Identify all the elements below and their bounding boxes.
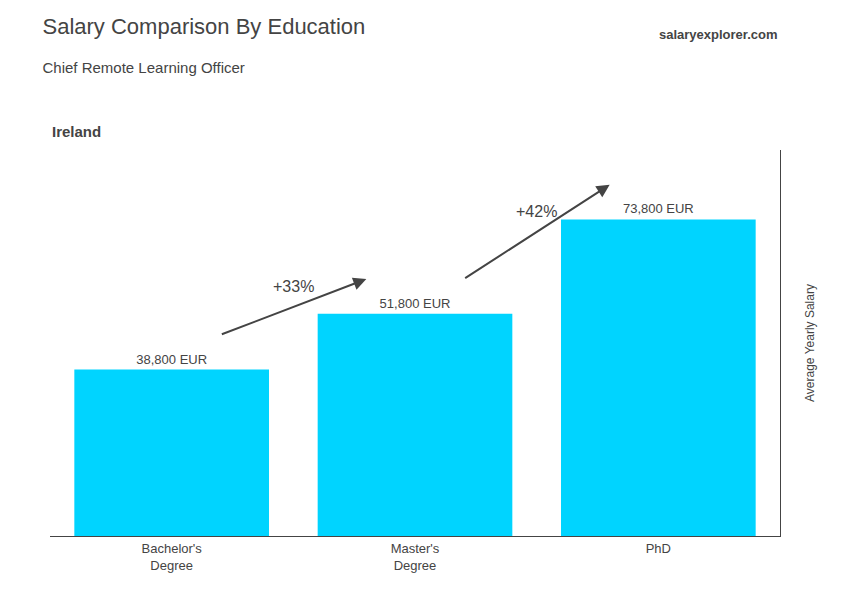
svg-text:Salary Comparison By Education: Salary Comparison By Education — [43, 14, 366, 39]
svg-text:Master'sDegree: Master'sDegree — [391, 541, 440, 573]
svg-text:salaryexplorer.com: salaryexplorer.com — [659, 27, 778, 42]
svg-text:+42%: +42% — [516, 203, 557, 220]
svg-text:73,800 EUR: 73,800 EUR — [623, 201, 694, 216]
svg-text:Average Yearly Salary: Average Yearly Salary — [803, 284, 817, 402]
svg-text:Bachelor'sDegree: Bachelor'sDegree — [142, 541, 203, 573]
svg-text:Chief Remote Learning Officer: Chief Remote Learning Officer — [43, 59, 245, 76]
svg-text:+33%: +33% — [273, 278, 314, 295]
svg-text:PhD: PhD — [646, 541, 671, 556]
svg-text:38,800 EUR: 38,800 EUR — [136, 352, 207, 367]
svg-text:51,800 EUR: 51,800 EUR — [380, 296, 451, 311]
svg-text:Ireland: Ireland — [52, 123, 101, 140]
